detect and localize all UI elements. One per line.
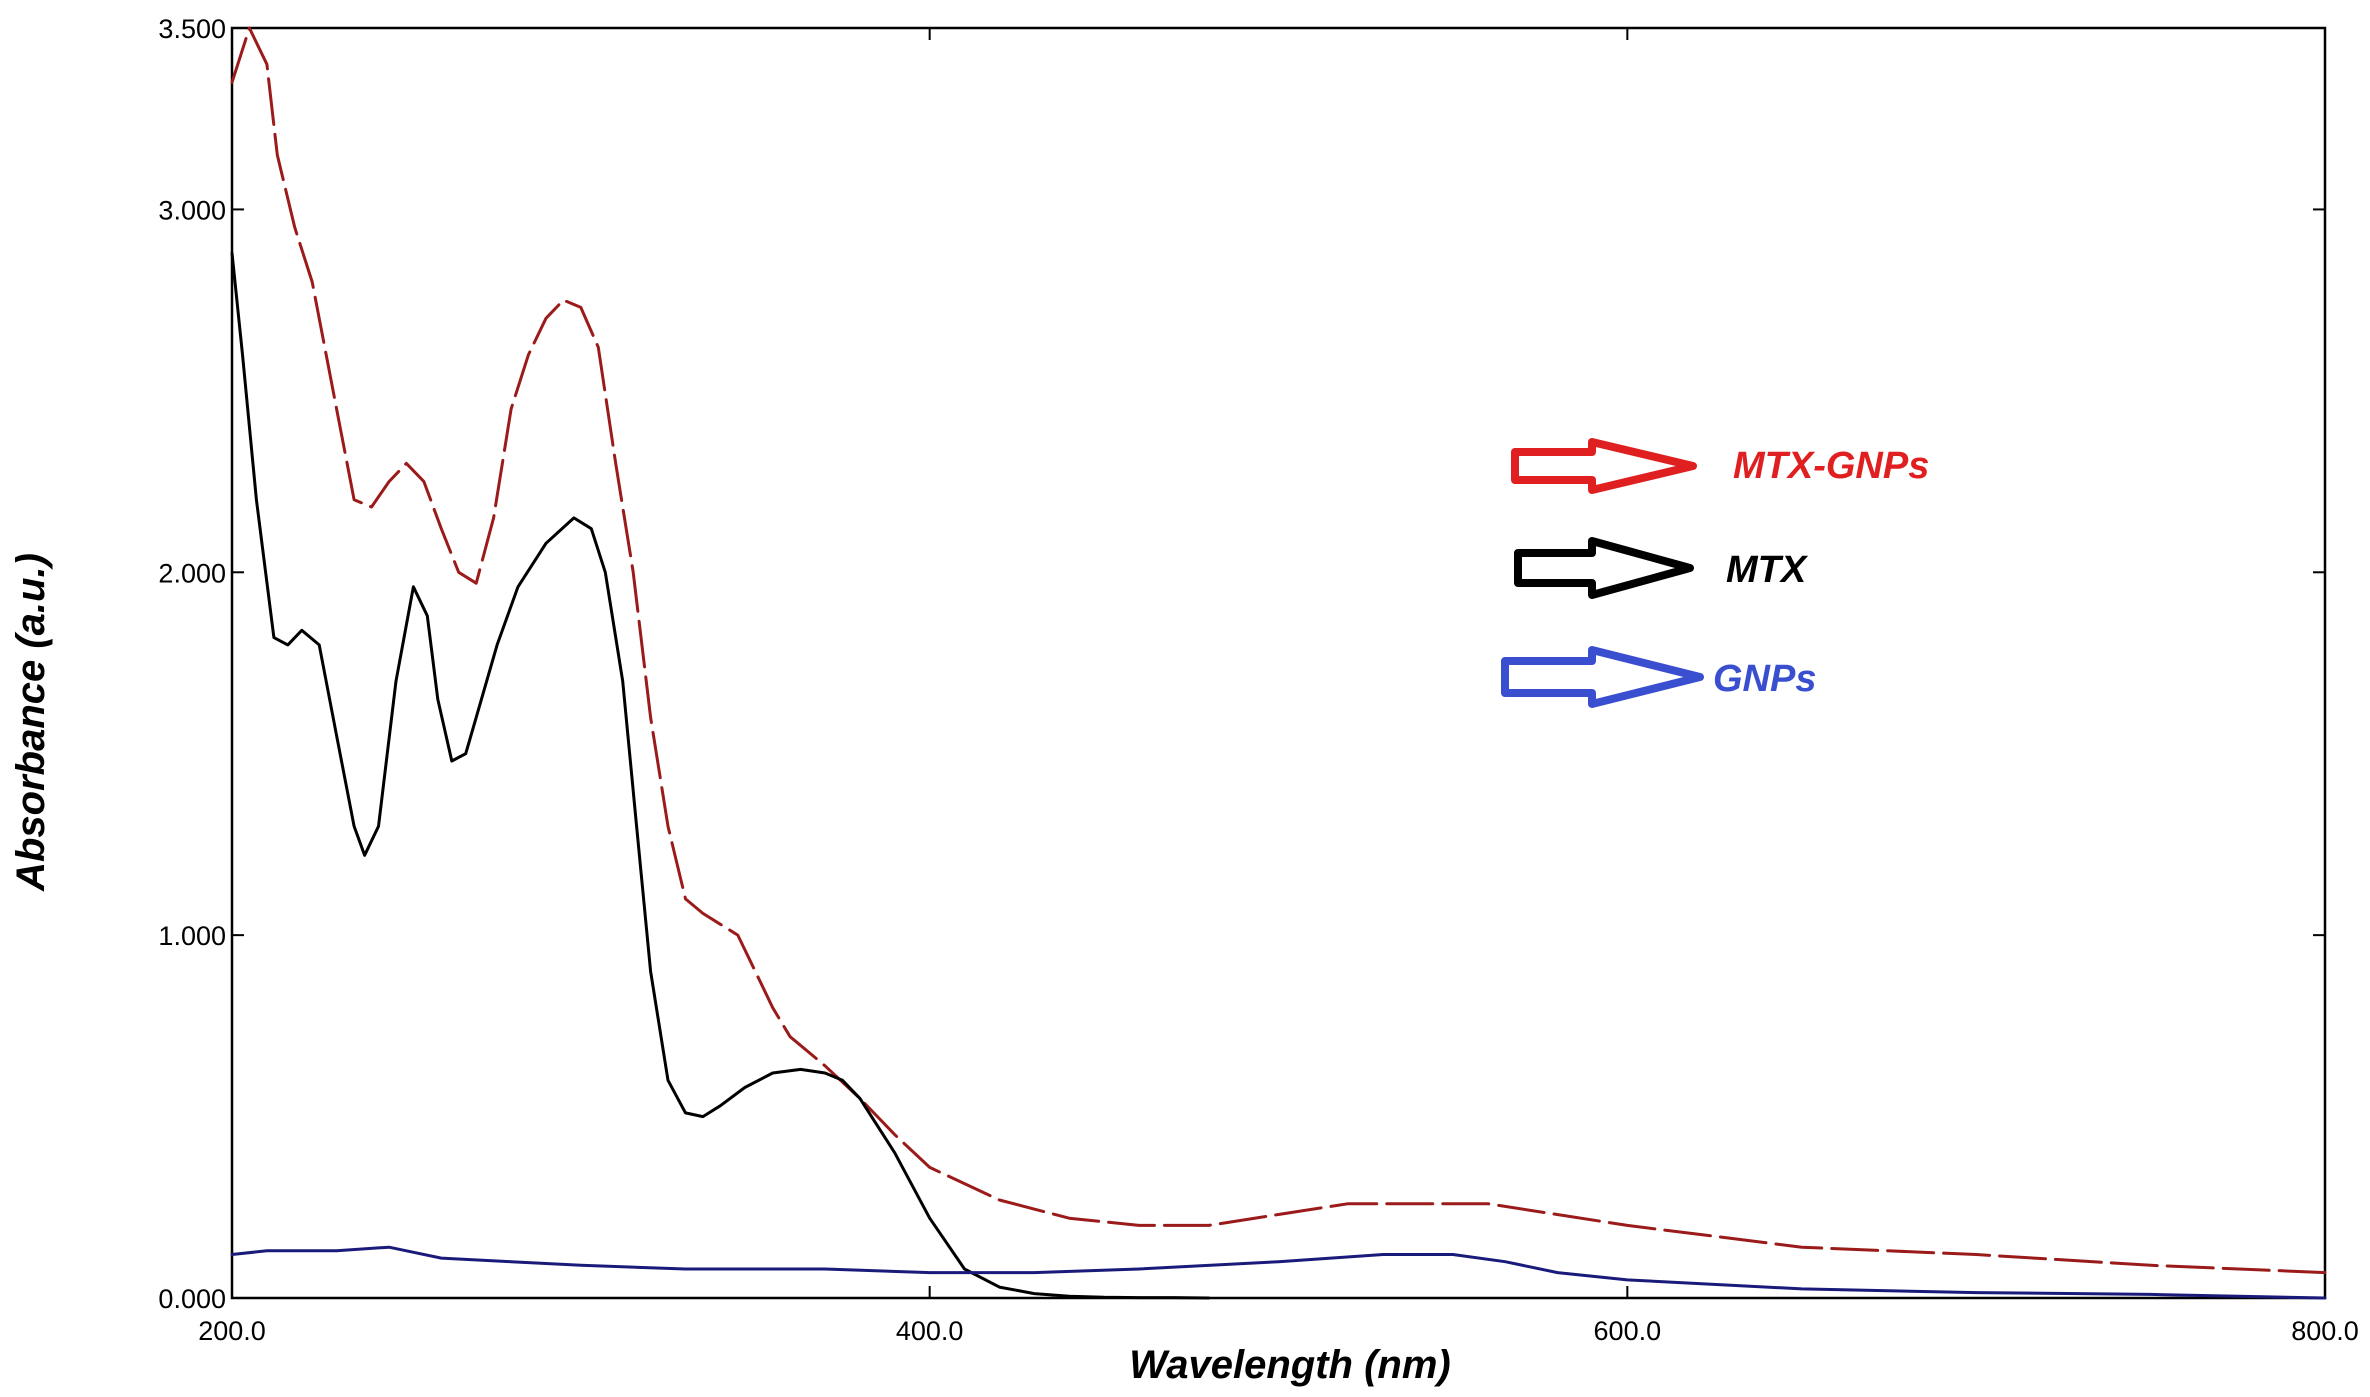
series-line-gnps [230,1245,2327,1300]
x-tick-label: 800.0 [2291,1316,2359,1346]
x-tick-label: 200.0 [198,1316,266,1346]
legend-arrow-mtx-icon [1514,537,1694,599]
legend-label-mtx-gnps: MTX-GNPs [1733,445,1929,487]
legend-label-mtx: MTX [1726,549,1809,591]
legend-item-gnps: GNPs [1501,646,1816,708]
series-line-mtx [230,251,1211,1300]
x-tick-label: 400.0 [896,1316,964,1346]
legend: MTX-GNPs MTX GNPs [1501,438,1929,708]
y-tick-label: 2.000 [158,558,226,588]
legend-item-mtx-gnps: MTX-GNPs [1511,438,1929,494]
legend-arrow-gnps-icon [1501,646,1704,708]
legend-label-gnps: GNPs [1713,658,1816,700]
y-tick-label: 3.500 [158,14,226,44]
series-line-mtx-gnps [230,26,2327,1275]
ticks-layer: 200.0 400.0 600.0 800.0 0.000 1.000 2.000 3.000… [158,14,2358,1346]
y-tick-label: 0.000 [158,1284,226,1314]
x-tick-label: 600.0 [1594,1316,1662,1346]
plot-frame [230,26,2327,1300]
legend-arrow-mtx-gnps-icon [1511,438,1697,494]
series-layer [230,26,2327,1300]
y-axis-title: Absorbance (a.u.) [9,553,53,892]
y-tick-label: 3.000 [158,195,226,225]
legend-item-mtx: MTX [1514,537,1809,599]
x-axis-title: Wavelength (nm) [1129,1343,1451,1387]
y-tick-label: 1.000 [158,921,226,951]
